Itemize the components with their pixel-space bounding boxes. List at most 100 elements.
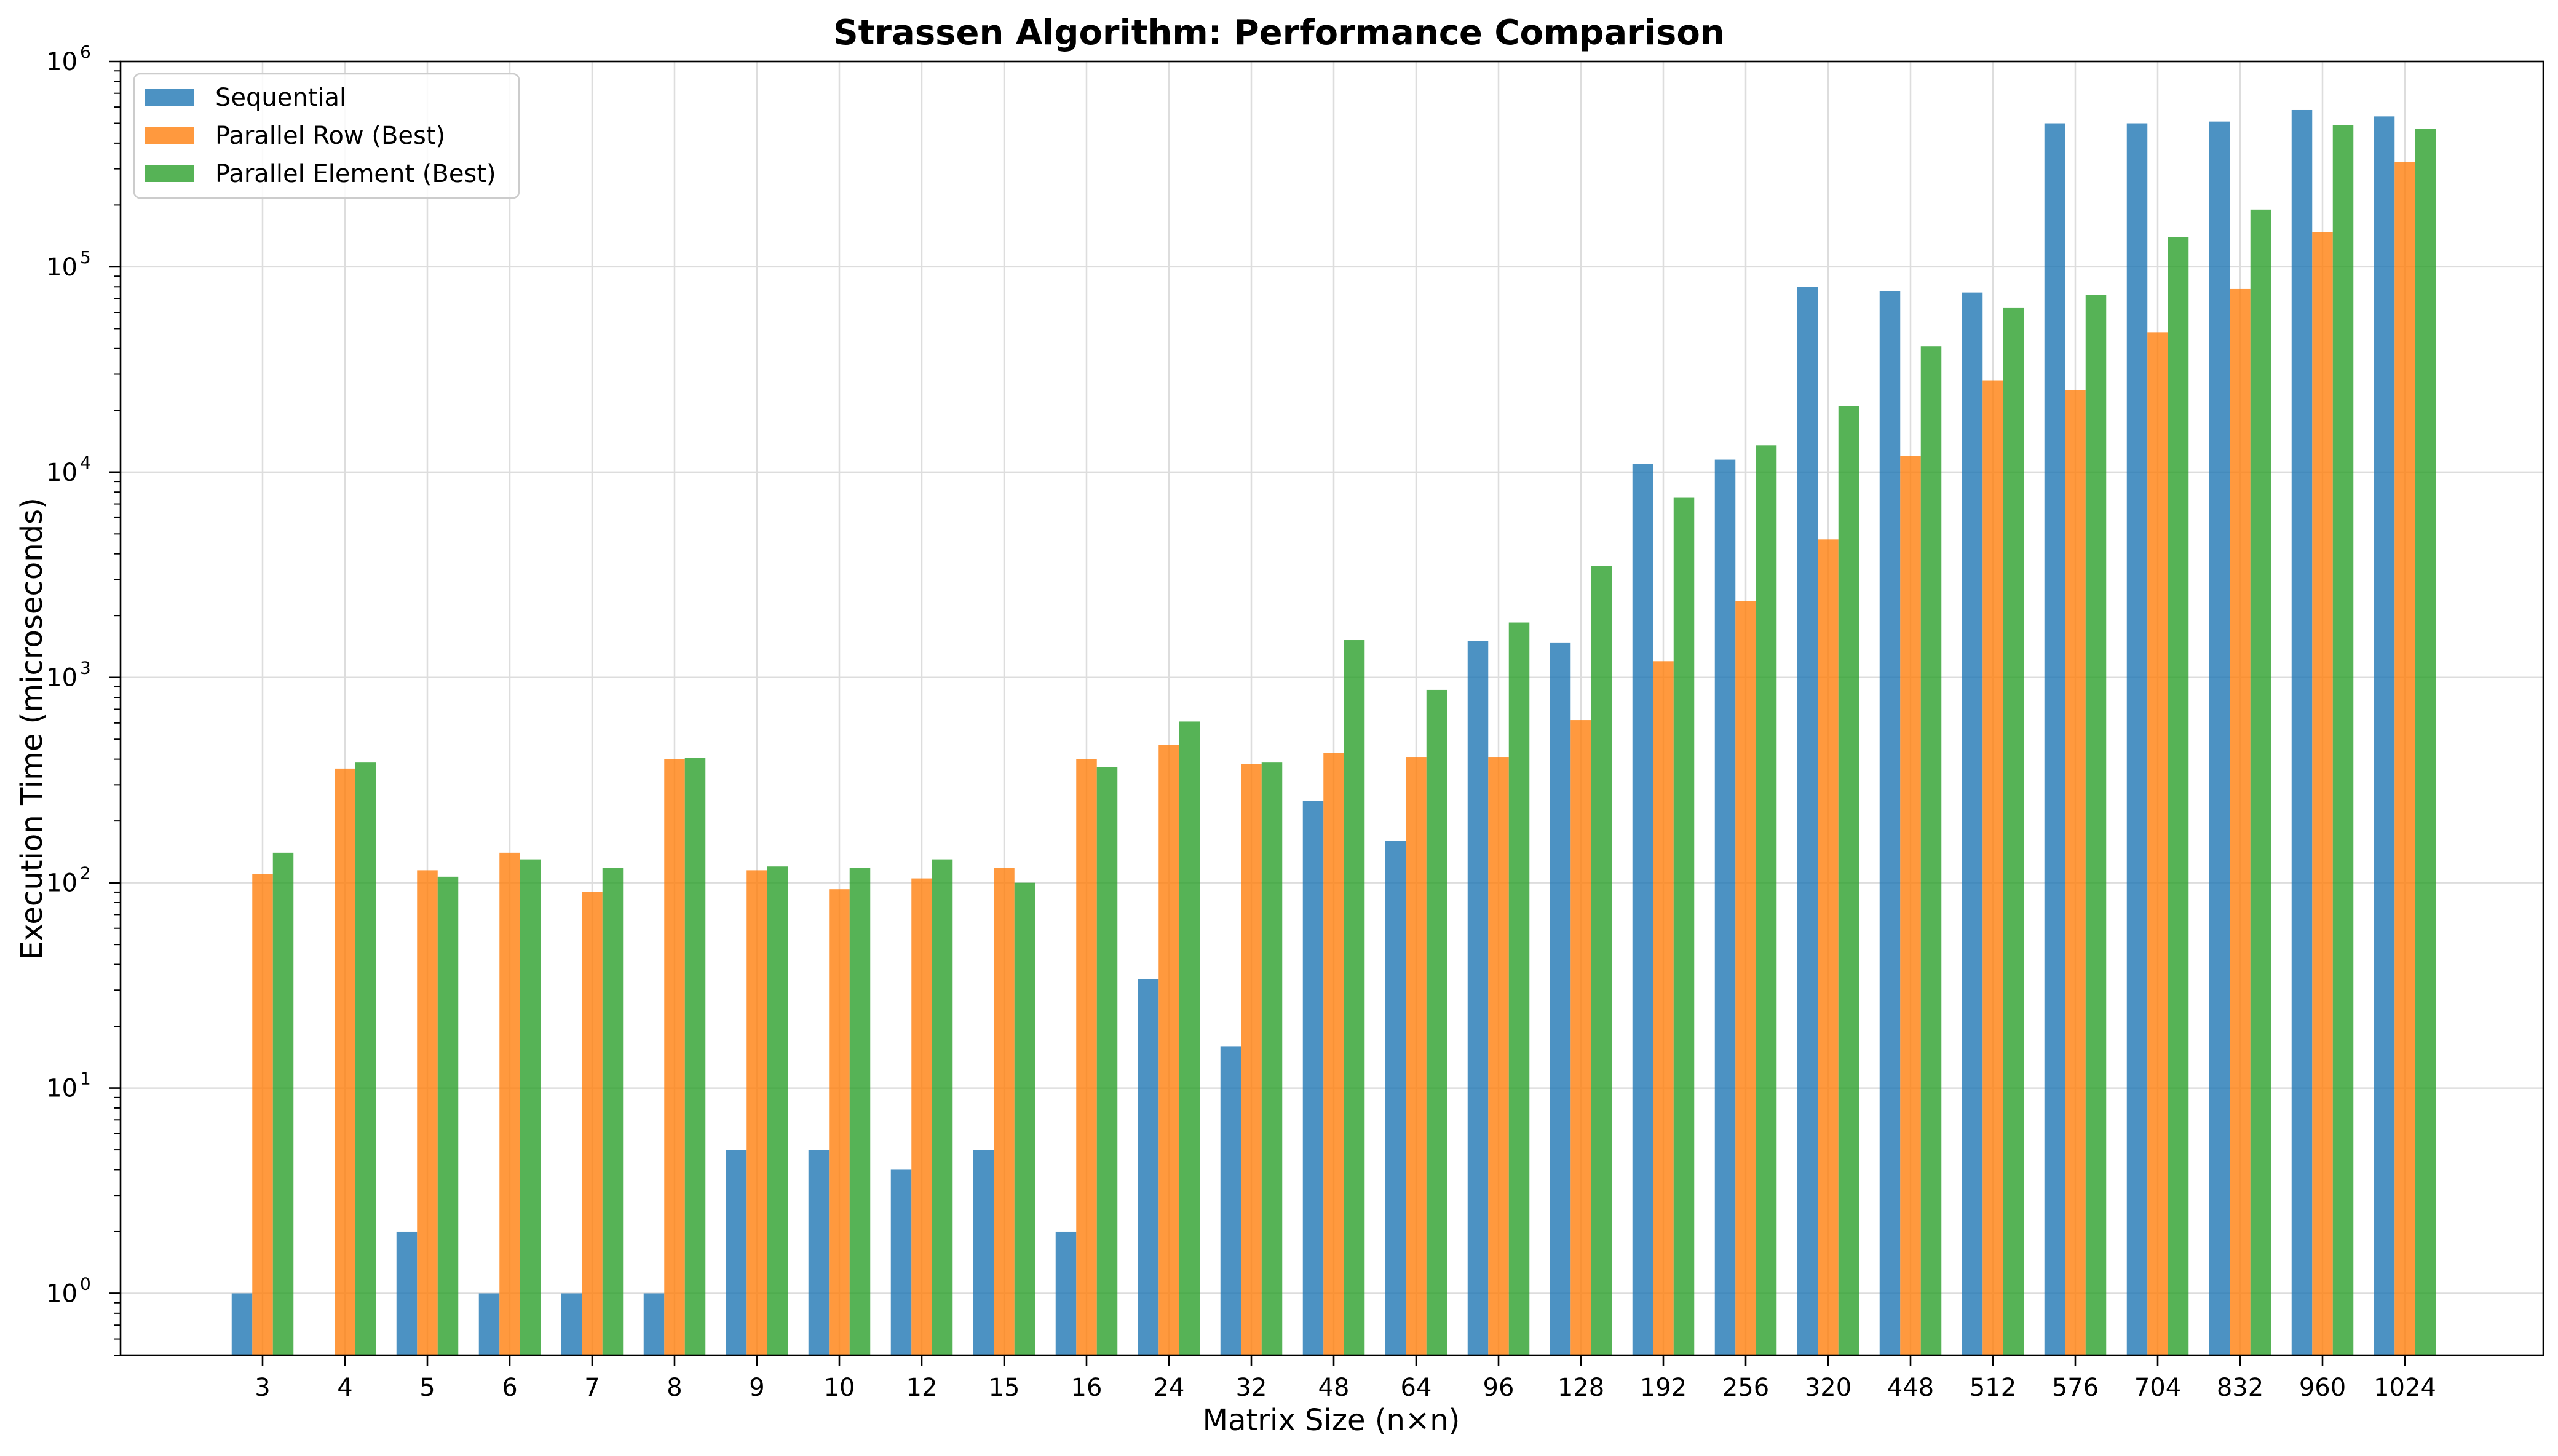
x-axis-label: Matrix Size (n×n) xyxy=(1203,1403,1460,1438)
bar xyxy=(2065,390,2086,1355)
bar xyxy=(396,1231,418,1355)
bar xyxy=(1900,456,1921,1355)
y-tick-label-exponent: 5 xyxy=(80,247,91,267)
x-tick-label: 96 xyxy=(1483,1374,1515,1402)
legend-swatch xyxy=(145,165,194,182)
bar xyxy=(1179,721,1200,1355)
y-tick-label: 10 xyxy=(46,1075,77,1103)
bar xyxy=(932,859,953,1355)
bar xyxy=(1550,642,1571,1355)
bar xyxy=(2250,209,2271,1356)
legend-label: Sequential xyxy=(215,84,346,112)
x-tick-label: 448 xyxy=(1887,1374,1934,1402)
bar xyxy=(417,870,438,1355)
bar xyxy=(829,889,850,1355)
legend-swatch xyxy=(145,89,194,106)
bar xyxy=(231,1293,253,1355)
bar xyxy=(994,868,1015,1355)
bar xyxy=(746,870,767,1355)
x-tick-label: 8 xyxy=(667,1374,682,1402)
bar xyxy=(890,1169,912,1355)
y-tick-label-exponent: 4 xyxy=(80,453,91,473)
bar xyxy=(2291,109,2313,1355)
bar xyxy=(1591,566,1612,1355)
bar xyxy=(1344,640,1365,1355)
bar xyxy=(2394,161,2415,1356)
legend-label: Parallel Element (Best) xyxy=(215,160,496,188)
y-tick-label-exponent: 6 xyxy=(80,42,91,62)
x-tick-label: 128 xyxy=(1558,1374,1604,1402)
y-tick-label: 10 xyxy=(46,1280,77,1308)
bar xyxy=(561,1293,582,1355)
y-tick-label: 10 xyxy=(46,664,77,692)
y-tick-label: 10 xyxy=(46,459,77,487)
bar xyxy=(1818,539,1839,1355)
x-tick-label: 512 xyxy=(1970,1374,2016,1402)
y-tick-label-exponent: 3 xyxy=(80,658,91,678)
bar xyxy=(726,1150,747,1355)
bar xyxy=(520,859,541,1355)
bar xyxy=(1014,882,1035,1355)
bar xyxy=(1241,764,1262,1355)
bar xyxy=(2230,288,2251,1355)
bar xyxy=(252,874,273,1355)
bar xyxy=(849,868,871,1355)
bar xyxy=(1838,406,1859,1355)
bar xyxy=(478,1293,500,1355)
bar xyxy=(767,866,788,1355)
x-tick-label: 256 xyxy=(1722,1374,1769,1402)
chart-title: Strassen Algorithm: Performance Comparis… xyxy=(833,13,1724,53)
legend-box xyxy=(133,73,520,199)
bar xyxy=(2147,332,2168,1355)
bar xyxy=(911,878,932,1355)
x-tick-label: 832 xyxy=(2217,1374,2263,1402)
bar xyxy=(1735,601,1756,1355)
legend: Sequential Parallel Row (Best) Parallel El… xyxy=(133,73,520,199)
x-tick-label: 192 xyxy=(1640,1374,1687,1402)
bar xyxy=(664,759,685,1355)
bar xyxy=(2044,123,2065,1355)
axes: 10 010 110 210 310 410 510 63 4 5 6 7 8 9 10 12 15 16 24 32… xyxy=(46,42,2544,1402)
bar xyxy=(1570,720,1591,1355)
bar xyxy=(1653,661,1674,1355)
bar xyxy=(1406,757,1427,1355)
bar xyxy=(684,758,706,1355)
x-tick-label: 320 xyxy=(1805,1374,1851,1402)
bar xyxy=(1756,445,1777,1355)
x-tick-label: 16 xyxy=(1071,1374,1103,1402)
bar xyxy=(2168,237,2189,1355)
x-tick-label: 12 xyxy=(906,1374,938,1402)
x-tick-label: 32 xyxy=(1236,1374,1267,1402)
bar xyxy=(2415,129,2436,1356)
y-tick-label: 10 xyxy=(46,253,77,282)
legend-swatch xyxy=(145,127,194,144)
x-tick-label: 24 xyxy=(1154,1374,1185,1402)
bar xyxy=(335,768,355,1355)
bar xyxy=(2332,125,2354,1355)
bar xyxy=(2209,121,2230,1355)
x-tick-label: 15 xyxy=(989,1374,1020,1402)
bar xyxy=(1323,753,1344,1355)
bar xyxy=(1138,979,1159,1355)
x-tick-label: 10 xyxy=(824,1374,855,1402)
bar xyxy=(1467,641,1489,1355)
x-tick-label: 5 xyxy=(419,1374,435,1402)
x-tick-label: 1024 xyxy=(2374,1374,2436,1402)
x-tick-label: 7 xyxy=(584,1374,600,1402)
bar xyxy=(1920,346,1942,1355)
bar xyxy=(643,1293,665,1355)
bar xyxy=(1488,757,1509,1355)
x-tick-label: 6 xyxy=(502,1374,517,1402)
bar xyxy=(1055,1231,1077,1355)
bar xyxy=(602,868,624,1355)
bar xyxy=(2374,116,2395,1355)
plot-frame xyxy=(119,60,2544,1356)
bar xyxy=(1158,745,1179,1355)
bar xyxy=(1096,767,1118,1355)
bar xyxy=(1076,759,1097,1355)
bar xyxy=(1879,291,1901,1355)
bar xyxy=(1673,497,1695,1355)
x-tick-label: 960 xyxy=(2299,1374,2346,1402)
